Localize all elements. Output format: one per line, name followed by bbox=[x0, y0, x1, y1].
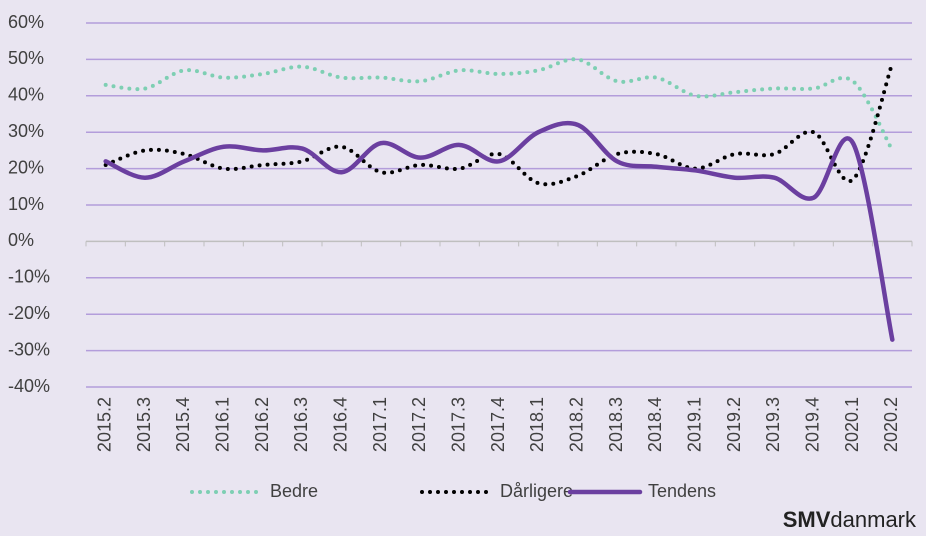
x-tick-label: 2018.1 bbox=[527, 397, 547, 452]
x-tick-label: 2019.4 bbox=[802, 397, 822, 452]
y-tick-label: -20% bbox=[8, 303, 50, 323]
x-tick-label: 2019.2 bbox=[724, 397, 744, 452]
x-tick-label: 2017.2 bbox=[409, 397, 429, 452]
logo-bold: SMV bbox=[783, 507, 831, 532]
x-tick-label: 2020.2 bbox=[881, 397, 901, 452]
legend-label: Dårligere bbox=[500, 481, 573, 501]
x-tick-label: 2016.2 bbox=[252, 397, 272, 452]
legend-label: Tendens bbox=[648, 481, 716, 501]
y-tick-label: 0% bbox=[8, 230, 34, 250]
x-tick-label: 2017.3 bbox=[448, 397, 468, 452]
y-tick-label: 20% bbox=[8, 157, 44, 177]
x-tick-label: 2016.1 bbox=[212, 397, 232, 452]
y-tick-label: 30% bbox=[8, 121, 44, 141]
x-tick-label: 2016.4 bbox=[330, 397, 350, 452]
y-tick-label: -30% bbox=[8, 339, 50, 359]
y-tick-label: 40% bbox=[8, 85, 44, 105]
y-tick-label: -40% bbox=[8, 376, 50, 396]
x-tick-label: 2016.3 bbox=[291, 397, 311, 452]
series-line bbox=[103, 61, 895, 187]
x-tick-label: 2018.4 bbox=[645, 397, 665, 452]
y-tick-label: -10% bbox=[8, 267, 50, 287]
logo: SMVdanmark bbox=[783, 507, 917, 532]
y-tick-label: 60% bbox=[8, 12, 44, 32]
legend-label: Bedre bbox=[270, 481, 318, 501]
logo-rest: danmark bbox=[830, 507, 917, 532]
x-tick-label: 2018.3 bbox=[606, 397, 626, 452]
x-tick-label: 2017.1 bbox=[370, 397, 390, 452]
x-tick-label: 2015.4 bbox=[173, 397, 193, 452]
series-line bbox=[103, 120, 895, 342]
x-tick-label: 2019.3 bbox=[763, 397, 783, 452]
series-line bbox=[103, 57, 895, 153]
y-tick-label: 50% bbox=[8, 48, 44, 68]
x-tick-label: 2018.2 bbox=[566, 397, 586, 452]
x-tick-label: 2019.1 bbox=[684, 397, 704, 452]
y-tick-label: 10% bbox=[8, 194, 44, 214]
x-tick-label: 2015.2 bbox=[94, 397, 114, 452]
x-tick-label: 2015.3 bbox=[134, 397, 154, 452]
x-tick-label: 2017.4 bbox=[488, 397, 508, 452]
x-tick-label: 2020.1 bbox=[842, 397, 862, 452]
